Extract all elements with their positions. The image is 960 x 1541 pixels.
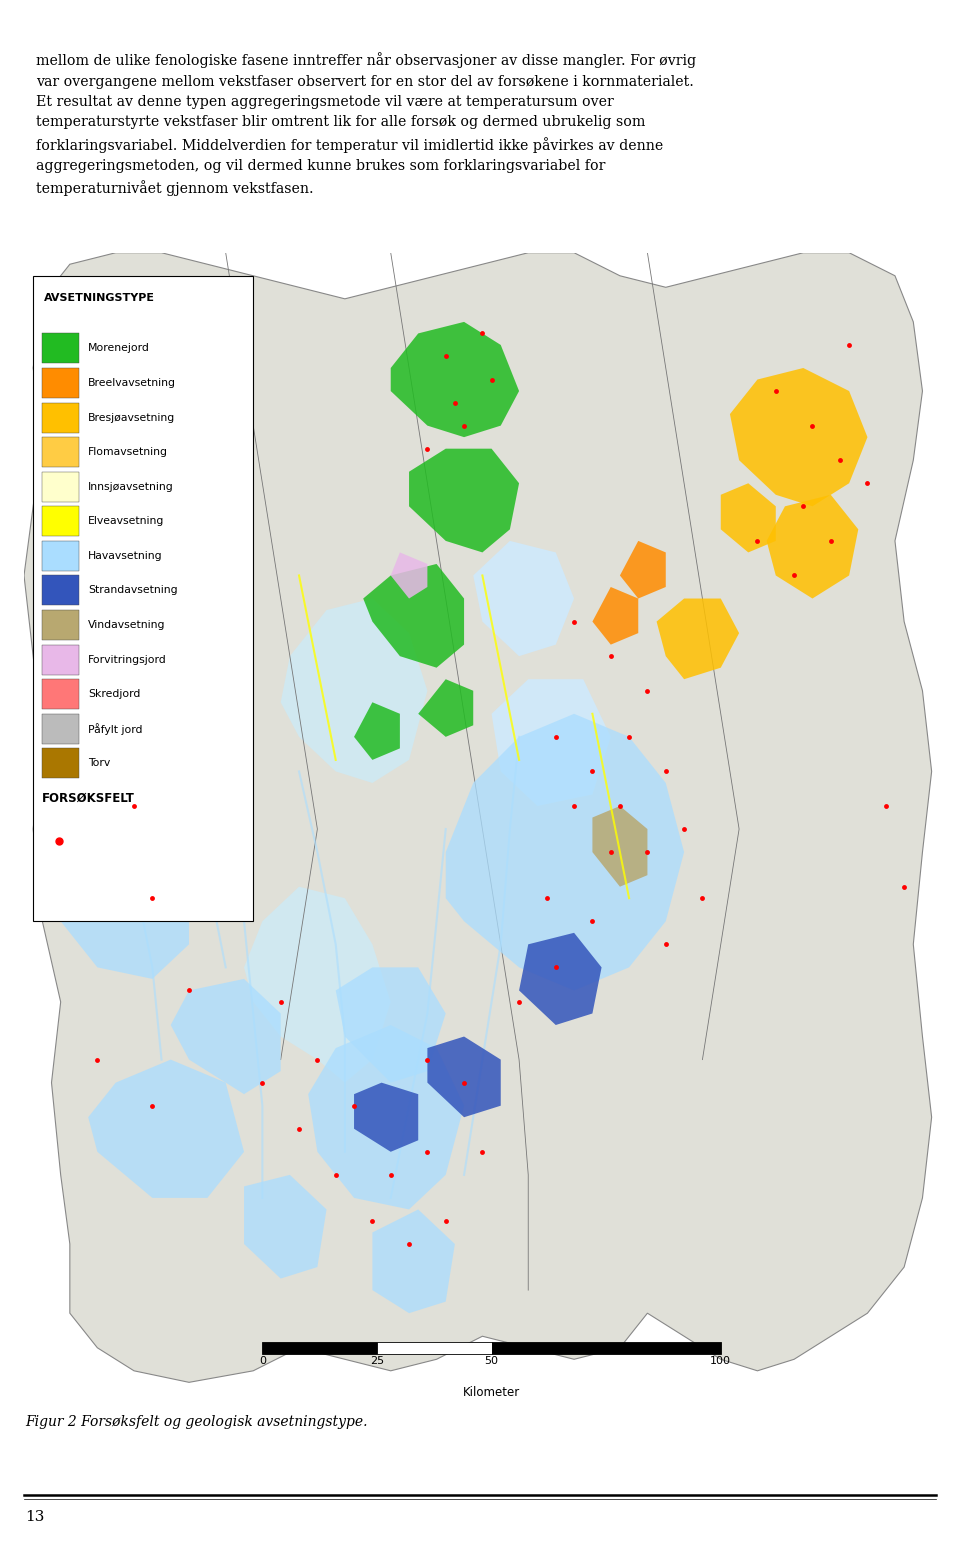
Polygon shape [730,368,868,507]
Bar [42,541,79,570]
Polygon shape [592,806,647,886]
Bar [42,644,79,675]
Text: Vindavsetning: Vindavsetning [88,619,166,630]
Text: Havavsetning: Havavsetning [88,550,163,561]
Text: Skredjord: Skredjord [88,689,140,700]
Text: Figur 2 Forsøksfelt og geologisk avsetningstype.: Figur 2 Forsøksfelt og geologisk avsetni… [25,1415,368,1429]
Polygon shape [244,1174,326,1279]
Polygon shape [391,552,427,598]
Polygon shape [336,968,445,1083]
Bar [42,575,79,606]
Bar [42,368,79,398]
Text: Breelvavsetning: Breelvavsetning [88,378,177,388]
Polygon shape [60,829,189,979]
Polygon shape [767,495,858,598]
Bar [42,713,79,744]
Text: 13: 13 [25,1510,44,1524]
Text: 25: 25 [370,1356,384,1365]
Text: Kilometer: Kilometer [463,1385,520,1399]
Text: Torv: Torv [88,758,110,769]
Bar [42,402,79,433]
Polygon shape [372,1210,455,1313]
Bar [262,1342,377,1353]
Polygon shape [244,886,391,1083]
Polygon shape [171,979,280,1094]
Polygon shape [492,680,611,806]
Bar [42,610,79,640]
Polygon shape [620,541,665,598]
Bar [42,680,79,709]
Polygon shape [354,703,400,760]
Polygon shape [24,253,931,1382]
Polygon shape [473,541,574,656]
Polygon shape [519,932,602,1025]
Polygon shape [363,564,464,667]
Text: Strandavsetning: Strandavsetning [88,586,178,595]
Polygon shape [280,598,427,783]
Text: Bresjøavsetning: Bresjøavsetning [88,413,176,422]
Text: Påfylt jord: Påfylt jord [88,723,143,735]
Bar [377,1342,492,1353]
Text: 100: 100 [710,1356,732,1365]
Bar [42,472,79,502]
Polygon shape [409,448,519,552]
Polygon shape [391,322,519,438]
Text: Innsjøavsetning: Innsjøavsetning [88,482,174,492]
Bar [42,507,79,536]
Bar [42,438,79,467]
Polygon shape [721,484,776,552]
Polygon shape [88,1060,244,1197]
Polygon shape [419,680,473,737]
Polygon shape [354,1083,419,1151]
Text: Forvitringsjord: Forvitringsjord [88,655,167,664]
Polygon shape [657,598,739,680]
Bar [34,276,253,922]
Text: Flomavsetning: Flomavsetning [88,447,168,458]
Text: 50: 50 [485,1356,498,1365]
Bar [42,749,79,778]
Polygon shape [427,1037,501,1117]
Bar [492,1342,721,1353]
Text: Morenejord: Morenejord [88,344,150,353]
Bar [42,333,79,364]
Polygon shape [445,713,684,991]
Text: FORSØKSFELT: FORSØKSFELT [42,792,135,806]
Polygon shape [308,1025,464,1210]
Text: 0: 0 [259,1356,266,1365]
Text: mellom de ulike fenologiske fasene inntreffer når observasjoner av disse mangler: mellom de ulike fenologiske fasene inntr… [36,52,697,196]
Text: Elveavsetning: Elveavsetning [88,516,164,527]
Polygon shape [592,587,638,644]
Text: AVSETNINGSTYPE: AVSETNINGSTYPE [44,293,156,304]
